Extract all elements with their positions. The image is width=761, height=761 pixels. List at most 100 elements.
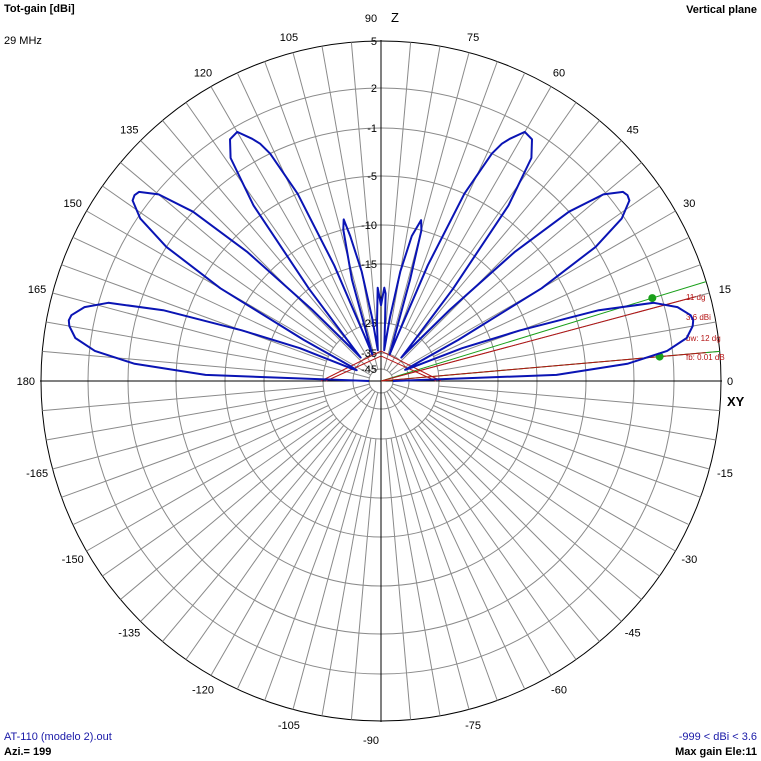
radial-tick-label: -45 (361, 364, 377, 376)
grid-spoke (438, 385, 720, 412)
radial-tick-label: 5 (371, 36, 377, 48)
radial-tick-label: -35 (361, 348, 377, 360)
back-triangle-inner (325, 355, 437, 382)
radial-tick-label: -5 (367, 171, 377, 183)
grid-spoke (72, 405, 329, 526)
grid-spoke (383, 392, 470, 710)
grid-spoke (162, 425, 345, 642)
beam-edge-dot (648, 294, 657, 303)
grid-spoke (61, 400, 327, 498)
grid-spoke (383, 52, 470, 370)
grid-spoke (435, 400, 701, 498)
grid-spoke (350, 42, 377, 324)
pattern-group (67, 130, 695, 382)
plane-label: Vertical plane (686, 4, 757, 16)
grid-spoke (425, 417, 642, 600)
grid-spoke (236, 72, 357, 329)
grid-spoke (264, 435, 362, 701)
grid-spoke (425, 162, 642, 345)
grid-spoke (292, 392, 379, 710)
grid-spoke (385, 438, 412, 720)
grid-spoke (438, 321, 716, 372)
angle-tick-label: 165 (28, 284, 46, 296)
angle-tick-label: 30 (683, 198, 695, 210)
angle-tick-label: -30 (681, 554, 697, 566)
angle-tick-label: -150 (62, 554, 84, 566)
grid-spoke (350, 438, 377, 720)
grid-spoke (210, 391, 376, 676)
grid-spoke (400, 435, 498, 701)
marker-label: 11 dg (686, 293, 705, 302)
angle-tick-label: -165 (26, 468, 48, 480)
grid-spoke (140, 140, 373, 373)
grid-spoke (61, 264, 327, 362)
grid-spoke (46, 390, 324, 441)
angle-tick-label: -105 (278, 720, 300, 732)
radial-tick-label: 2 (371, 83, 377, 95)
grid-spoke (102, 413, 334, 577)
axis-names: Z XY (391, 10, 745, 409)
grid-spoke (120, 417, 337, 600)
angle-tick-label: 60 (553, 68, 565, 80)
grid-spoke (417, 120, 600, 337)
angle-tick-label: -120 (192, 684, 214, 696)
grid-spoke (264, 61, 362, 327)
grid-spoke (236, 433, 357, 690)
angle-tick-label: 45 (627, 124, 639, 136)
grid-spoke (185, 102, 349, 334)
angle-tick-label: 90 (365, 13, 377, 25)
gain-range: -999 < dBi < 3.6 (678, 731, 757, 743)
grid-spoke (162, 120, 345, 337)
grid-spoke (428, 185, 660, 349)
angle-tick-labels: 0 15 30 45 60 75 90 105 120 135 150 165 180 -165 -150 -… (17, 13, 733, 747)
radial-tick-labels: 52-1-5-10-15-25-35-45 (361, 36, 377, 376)
grid-spoke (438, 390, 716, 441)
grid-spoke (435, 264, 701, 362)
angle-tick-label: 135 (120, 124, 138, 136)
back-triangle (320, 350, 442, 382)
grid-spoke (72, 236, 329, 357)
grid-spoke (120, 162, 337, 345)
xy-axis-label: XY (727, 394, 745, 409)
grid-spoke (321, 438, 372, 716)
angle-tick-label: 150 (64, 198, 82, 210)
grid-spoke (389, 389, 622, 622)
grid-spoke (292, 52, 379, 370)
angle-tick-label: 105 (280, 32, 298, 44)
grid-spoke (433, 405, 690, 526)
frequency-label: 29 MHz (4, 35, 42, 47)
angle-tick-label: 15 (719, 284, 731, 296)
grid-spoke (413, 428, 577, 660)
grid-spoke (405, 433, 526, 690)
angle-tick-label: -60 (551, 684, 567, 696)
grid-spoke (389, 140, 622, 373)
grid-spoke (46, 321, 324, 372)
max-gain-label: Max gain Ele:11 (675, 746, 757, 758)
grid-spoke (390, 438, 441, 716)
chart-title: Tot-gain [dBi] (4, 3, 75, 15)
grid-spoke (386, 86, 552, 371)
angle-tick-label: 75 (467, 32, 479, 44)
markers: 11 dg 3.6 dBi bw: 12 dg fb: 0.01 dB (320, 281, 725, 382)
grid-spoke (140, 389, 373, 622)
grid-spoke (400, 61, 498, 327)
angle-tick-label: -45 (625, 628, 641, 640)
grid-spoke (42, 385, 324, 412)
marker-label: fb: 0.01 dB (686, 353, 725, 362)
radial-tick-label: -1 (367, 123, 377, 135)
grid-spoke (385, 42, 412, 324)
radiation-pattern (67, 130, 695, 382)
bw-line (380, 352, 706, 382)
grid-spoke (52, 383, 370, 470)
radial-tick-label: -15 (361, 259, 377, 271)
angle-tick-label: -75 (465, 720, 481, 732)
angle-tick-label: -15 (717, 468, 733, 480)
grid-spoke (86, 386, 371, 552)
angle-tick-label: -135 (118, 628, 140, 640)
grid-spoke (417, 425, 600, 642)
grid-spoke (42, 350, 324, 377)
angle-tick-label: 0 (727, 376, 733, 388)
grid-spoke (210, 86, 376, 371)
bw-line (380, 296, 697, 382)
